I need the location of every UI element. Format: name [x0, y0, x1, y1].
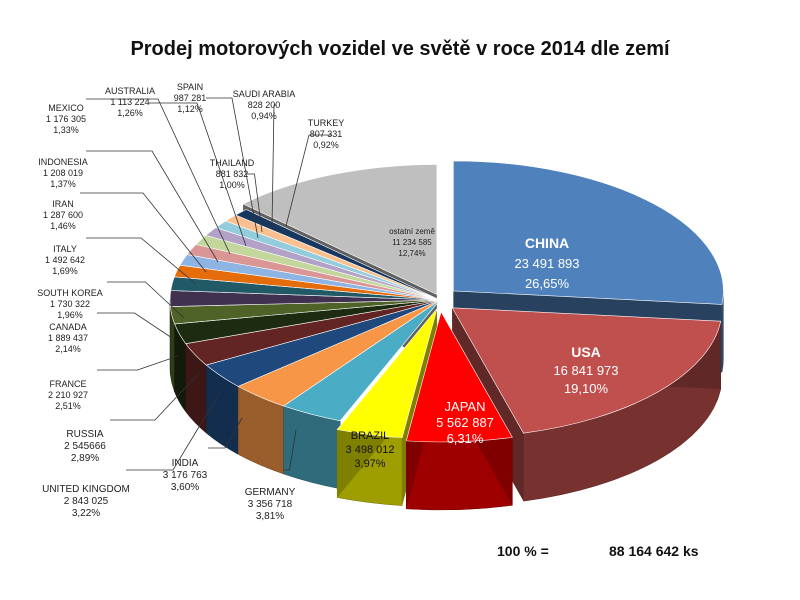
label-japan-value: 5 562 887: [436, 415, 494, 430]
label-australia-value: 1 113 224: [110, 97, 149, 107]
label-ostatní-země-percent: 12,74%: [398, 249, 425, 258]
label-thailand-value: 881 832: [216, 169, 249, 179]
label-south-korea-percent: 1,96%: [57, 310, 83, 320]
label-china-value: 23 491 893: [514, 256, 579, 271]
label-thailand-name: THAILAND: [210, 158, 255, 168]
label-brazil-name: BRAZIL: [351, 430, 390, 442]
leader-line: [208, 417, 243, 449]
label-saudi-arabia-value: 828 200: [248, 100, 281, 110]
chart-title: Prodej motorových vozidel ve světě v roc…: [130, 38, 671, 60]
slice-china: [453, 160, 724, 305]
total-value: 88 164 642 ks: [609, 543, 699, 559]
label-china-name: CHINA: [525, 235, 569, 251]
label-thailand-percent: 1,00%: [219, 180, 245, 190]
label-canada-percent: 2,14%: [55, 344, 81, 354]
label-india-value: 3 176 763: [163, 470, 208, 481]
label-russia-value: 2 545666: [64, 441, 106, 452]
label-australia-name: AUSTRALIA: [105, 86, 155, 96]
label-united-kingdom-name: UNITED KINGDOM: [42, 484, 130, 495]
slice-usa: [451, 307, 722, 434]
label-saudi-arabia-name: SAUDI ARABIA: [233, 89, 296, 99]
label-indonesia-value: 1 208 019: [43, 168, 83, 178]
leader-line: [97, 312, 173, 339]
label-spain-name: SPAIN: [177, 82, 203, 92]
label-united-kingdom-percent: 3,22%: [72, 508, 100, 519]
label-mexico-value: 1 176 305: [46, 114, 86, 124]
label-united-kingdom-value: 2 843 025: [64, 496, 109, 507]
label-mexico-name: MEXICO: [48, 103, 84, 113]
leader-line: [80, 192, 207, 273]
label-japan-name: JAPAN: [445, 399, 486, 414]
leader-line: [107, 281, 185, 319]
leader-line: [97, 355, 179, 371]
label-indonesia-name: INDONESIA: [38, 157, 88, 167]
label-usa-value: 16 841 973: [553, 363, 618, 378]
label-turkey-value: 807 331: [310, 129, 343, 139]
leader-line: [206, 97, 259, 239]
label-spain-value: 987 281: [174, 93, 207, 103]
label-iran-percent: 1,46%: [50, 221, 76, 231]
label-italy-value: 1 492 642: [45, 255, 85, 265]
label-mexico-percent: 1,33%: [53, 125, 79, 135]
label-india-name: INDIA: [172, 458, 199, 469]
leader-line: [86, 150, 219, 263]
label-turkey-name: TURKEY: [308, 118, 345, 128]
label-iran-name: IRAN: [52, 199, 74, 209]
label-france-value: 2 210 927: [48, 390, 88, 400]
leader-line: [283, 429, 297, 471]
label-spain-percent: 1,12%: [177, 104, 203, 114]
leader-line: [126, 391, 221, 471]
label-germany-percent: 3,81%: [256, 511, 284, 522]
label-canada-name: CANADA: [49, 322, 87, 332]
label-france-name: FRANCE: [49, 379, 86, 389]
leader-line: [271, 104, 276, 229]
leader-line: [285, 134, 332, 227]
label-saudi-arabia-percent: 0,94%: [251, 111, 277, 121]
leader-line: [247, 173, 263, 233]
label-usa-percent: 19,10%: [564, 381, 609, 396]
label-russia-percent: 2,89%: [71, 453, 99, 464]
label-iran-value: 1 287 600: [43, 210, 83, 220]
leader-line: [86, 237, 197, 285]
label-indonesia-percent: 1,37%: [50, 179, 76, 189]
label-australia-percent: 1,26%: [117, 108, 143, 118]
leader-line: [110, 371, 201, 421]
label-germany-value: 3 356 718: [248, 499, 293, 510]
slice-ostatní-země: [242, 164, 438, 295]
label-italy-percent: 1,69%: [52, 266, 78, 276]
label-usa-name: USA: [571, 344, 601, 360]
total-label: 100 % =: [497, 543, 549, 559]
label-germany-name: GERMANY: [245, 487, 296, 498]
slice-japan: [405, 311, 513, 443]
label-china-percent: 26,65%: [525, 276, 570, 291]
label-india-percent: 3,60%: [171, 482, 199, 493]
label-ostatní-země-name: ostatní země: [389, 227, 435, 236]
label-canada-value: 1 889 437: [48, 333, 88, 343]
label-russia-name: RUSSIA: [66, 429, 104, 440]
label-brazil-percent: 3,97%: [354, 458, 385, 470]
label-brazil-value: 3 498 012: [346, 444, 395, 456]
label-japan-percent: 6,31%: [447, 431, 484, 446]
pie-labels: CHINA 23 491 893 26,65% USA 16 841 973 19,10%…: [37, 82, 618, 522]
label-ostatní-země-value: 11 234 585: [392, 238, 432, 247]
label-south-korea-value: 1 730 322: [50, 299, 90, 309]
leader-line: [86, 98, 231, 255]
leader-line: [148, 102, 247, 247]
label-france-percent: 2,51%: [55, 401, 81, 411]
label-turkey-percent: 0,92%: [313, 140, 339, 150]
pie-tops: [169, 160, 724, 443]
label-italy-name: ITALY: [53, 244, 77, 254]
label-south-korea-name: SOUTH KOREA: [37, 288, 103, 298]
slice-brazil: [336, 308, 438, 438]
